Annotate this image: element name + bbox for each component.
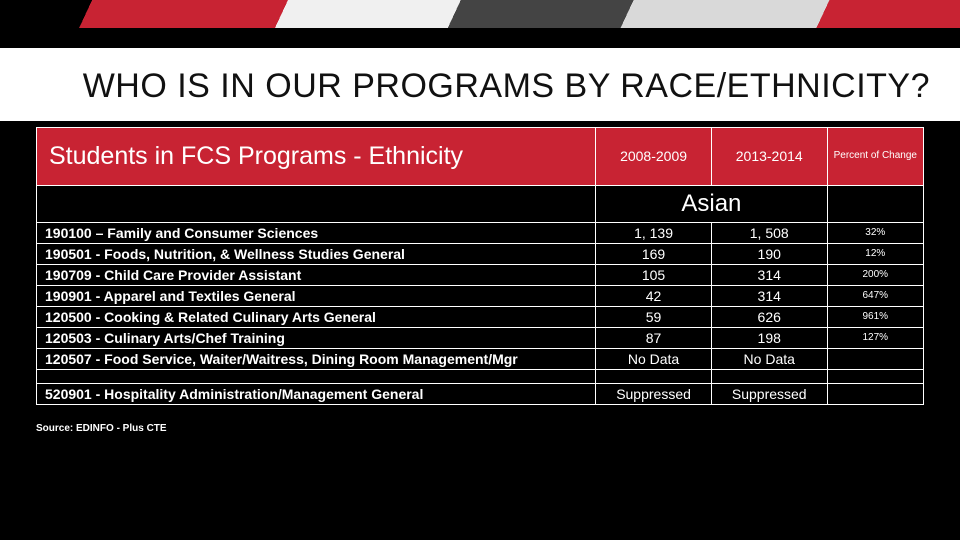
header-main: Students in FCS Programs - Ethnicity	[37, 127, 596, 185]
row-val-2013: 190	[711, 243, 827, 264]
table-row: 120503 - Culinary Arts/Chef Training 87 …	[37, 327, 924, 348]
row-pct: 200%	[827, 264, 923, 285]
table-row: 120507 - Food Service, Waiter/Waitress, …	[37, 348, 924, 369]
row-val-2013: 314	[711, 285, 827, 306]
row-val-2013: No Data	[711, 348, 827, 369]
header-col-2008: 2008-2009	[596, 127, 712, 185]
group-label: Asian	[596, 185, 827, 222]
row-val-2008: 42	[596, 285, 712, 306]
group-blank	[37, 185, 596, 222]
header-col-2013: 2013-2014	[711, 127, 827, 185]
slide-container: WHO IS IN OUR PROGRAMS BY RACE/ETHNICITY…	[0, 0, 960, 540]
ethnicity-table: Students in FCS Programs - Ethnicity 200…	[36, 127, 924, 405]
row-val-2008: 87	[596, 327, 712, 348]
row-label: 190901 - Apparel and Textiles General	[37, 285, 596, 306]
row-val-2008: Suppressed	[596, 383, 712, 404]
row-label: 520901 - Hospitality Administration/Mana…	[37, 383, 596, 404]
table-row: 520901 - Hospitality Administration/Mana…	[37, 383, 924, 404]
slide-title: WHO IS IN OUR PROGRAMS BY RACE/ETHNICITY…	[0, 48, 960, 121]
row-val-2008: 169	[596, 243, 712, 264]
row-val-2013: 1, 508	[711, 222, 827, 243]
source-footnote: Source: EDINFO - Plus CTE	[36, 423, 924, 434]
row-val-2013: 198	[711, 327, 827, 348]
row-val-2013: Suppressed	[711, 383, 827, 404]
row-val-2008: 1, 139	[596, 222, 712, 243]
row-val-2013: 314	[711, 264, 827, 285]
row-label: 190501 - Foods, Nutrition, & Wellness St…	[37, 243, 596, 264]
row-val-2013: 626	[711, 306, 827, 327]
row-label: 120500 - Cooking & Related Culinary Arts…	[37, 306, 596, 327]
spacer-row	[37, 369, 924, 383]
row-label: 120507 - Food Service, Waiter/Waitress, …	[37, 348, 596, 369]
row-val-2008: 59	[596, 306, 712, 327]
table-header-row: Students in FCS Programs - Ethnicity 200…	[37, 127, 924, 185]
row-val-2008: No Data	[596, 348, 712, 369]
row-label: 190709 - Child Care Provider Assistant	[37, 264, 596, 285]
table-row: 190100 – Family and Consumer Sciences 1,…	[37, 222, 924, 243]
row-label: 190100 – Family and Consumer Sciences	[37, 222, 596, 243]
table-row: 120500 - Cooking & Related Culinary Arts…	[37, 306, 924, 327]
row-val-2008: 105	[596, 264, 712, 285]
row-pct: 32%	[827, 222, 923, 243]
group-blank-right	[827, 185, 923, 222]
row-pct	[827, 348, 923, 369]
row-pct: 961%	[827, 306, 923, 327]
table-row: 190501 - Foods, Nutrition, & Wellness St…	[37, 243, 924, 264]
table-row: 190709 - Child Care Provider Assistant 1…	[37, 264, 924, 285]
header-col-pct: Percent of Change	[827, 127, 923, 185]
row-pct: 127%	[827, 327, 923, 348]
row-pct	[827, 383, 923, 404]
group-row-asian: Asian	[37, 185, 924, 222]
table-row: 190901 - Apparel and Textiles General 42…	[37, 285, 924, 306]
row-pct: 12%	[827, 243, 923, 264]
row-pct: 647%	[827, 285, 923, 306]
row-label: 120503 - Culinary Arts/Chef Training	[37, 327, 596, 348]
